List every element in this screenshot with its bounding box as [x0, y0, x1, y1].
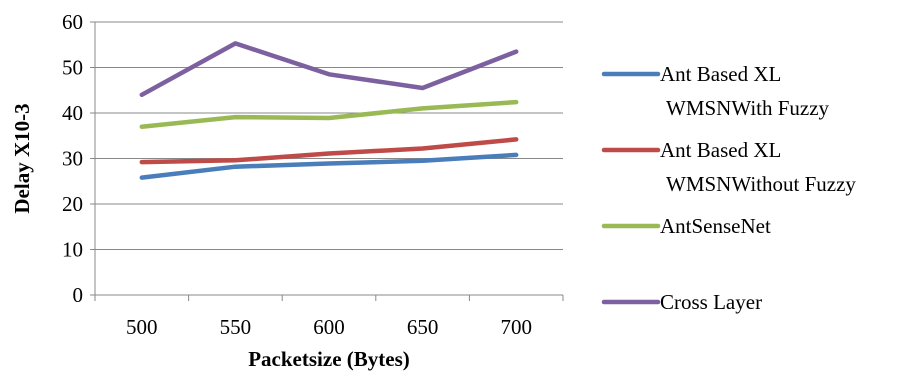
series-line	[139, 41, 519, 98]
y-tick-label: 60	[62, 10, 83, 34]
series-line	[139, 137, 519, 165]
legend-label: Ant Based XL WMSNWithout Fuzzy	[660, 138, 856, 196]
tick-labels: 0 10 20 30 40 50 60 500 550 600 650 700	[62, 10, 532, 339]
legend-item: Ant Based XL WMSNWith Fuzzy	[601, 62, 830, 120]
x-tick-label: 550	[220, 315, 252, 339]
x-tick-label: 650	[407, 315, 439, 339]
legend-label: AntSenseNet	[660, 214, 771, 238]
series-line	[139, 99, 519, 129]
legend-item: Ant Based XL WMSNWithout Fuzzy	[601, 138, 856, 196]
y-axis-title: Delay X10-3	[10, 103, 34, 213]
y-tick-label: 40	[62, 101, 83, 125]
y-tick-label: 20	[62, 192, 83, 216]
legend-label: Ant Based XL WMSNWith Fuzzy	[660, 62, 830, 120]
y-tick-label: 0	[73, 283, 84, 307]
x-tick-label: 700	[500, 315, 532, 339]
y-tick-label: 10	[62, 238, 83, 262]
legend-item: AntSenseNet	[601, 214, 771, 238]
legend-label: Cross Layer	[660, 290, 762, 314]
x-axis-title: Packetsize (Bytes)	[248, 347, 410, 371]
series-lines	[139, 41, 519, 180]
series-line	[139, 152, 519, 180]
legend: Ant Based XL WMSNWith Fuzzy Ant Based XL WM…	[601, 62, 856, 314]
x-tick-label: 600	[313, 315, 345, 339]
axes	[90, 21, 564, 301]
y-tick-label: 50	[62, 56, 83, 80]
x-tick-label: 500	[126, 315, 158, 339]
y-tick-label: 30	[62, 147, 83, 171]
legend-item: Cross Layer	[601, 290, 762, 314]
gridlines	[95, 21, 563, 250]
